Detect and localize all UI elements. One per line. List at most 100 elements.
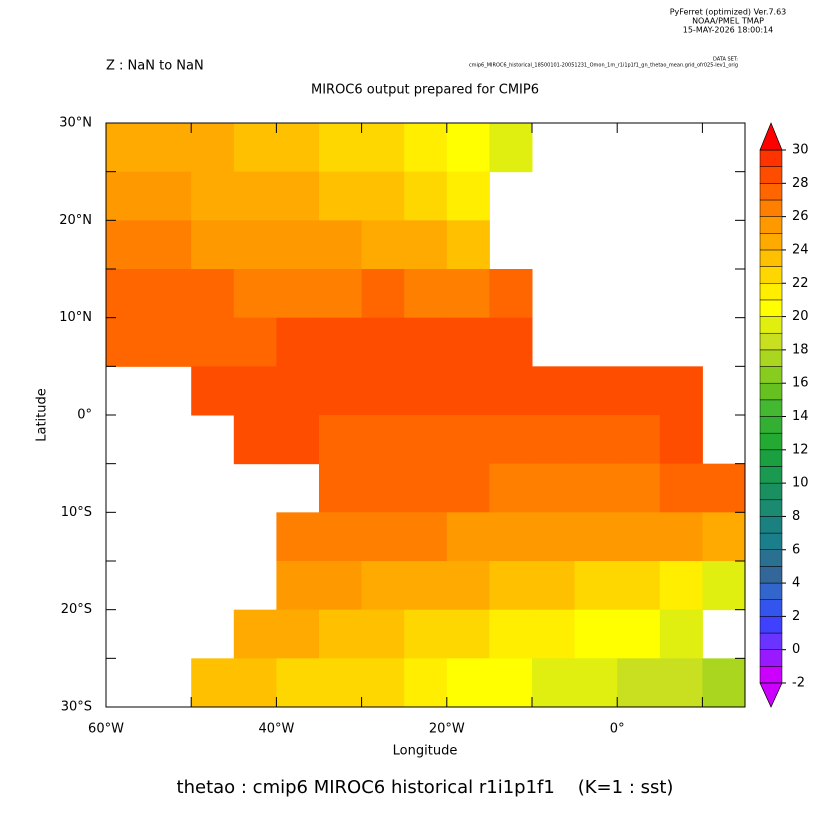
heat-cell [446,561,490,611]
colorbar-swatch [759,266,783,284]
heat-cell [148,317,192,367]
colorbar-swatch [759,449,783,467]
colorbar-label: 8 [792,509,800,524]
heat-cell [361,512,405,562]
heat-cell [319,561,363,611]
heat-cell [446,220,490,270]
heat-cell [532,512,576,562]
heat-cell [446,512,490,562]
heat-cell [276,658,320,708]
heat-cell [191,123,235,173]
colorbar-swatch [759,349,783,367]
caption: thetao : cmip6 MIROC6 historical r1i1p1f… [177,777,674,798]
heat-cell [489,512,533,562]
colorbar-label: 24 [792,242,809,257]
heat-cell [446,171,490,221]
heat-cell [404,123,448,173]
y-tick-label: 0° [77,408,92,423]
heat-cell [276,269,320,319]
heat-cell [574,463,618,513]
heat-cell [276,317,320,367]
y-axis-label: Latitude [35,388,50,442]
heat-cell [191,269,235,319]
colorbar-label: 30 [792,143,809,158]
y-tick-label: 20°S [61,602,92,617]
heat-cell [361,269,405,319]
heat-cell [404,171,448,221]
heat-cell [532,609,576,659]
heat-cell [446,609,490,659]
heat-cell [617,561,661,611]
heat-cell [574,512,618,562]
heat-cell [319,123,363,173]
colorbar-label: 22 [792,276,809,291]
heat-cell [617,366,661,416]
heat-cell [191,658,235,708]
colorbar-label: 2 [792,609,800,624]
heat-cell [233,415,277,465]
colorbar-swatch [759,482,783,501]
heat-cell [404,366,448,416]
heat-cell [148,123,192,173]
heat-cell [617,609,661,659]
colorbar-swatch [759,233,783,251]
heat-cell [617,415,661,465]
colorbar-swatch [759,166,783,184]
heat-cell [404,415,448,465]
heat-cell [319,415,363,465]
colorbar-label: -2 [792,676,805,691]
header-line: NOAA/PMEL TMAP [692,17,764,26]
heat-cell [191,366,235,416]
heat-cell [659,512,703,562]
heat-cell [276,171,320,221]
heat-cell [702,658,746,708]
heat-cell [404,561,448,611]
heat-cell [233,171,277,221]
heat-cell [404,463,448,513]
colorbar-swatch [759,399,783,417]
x-tick-label: 60°W [88,722,124,737]
y-tick-label: 30°N [59,116,92,131]
heat-cell [489,415,533,465]
heat-cell [233,317,277,367]
heat-cell [361,415,405,465]
heat-cell [659,366,703,416]
heat-cell [404,317,448,367]
y-tick-label: 30°S [61,700,92,715]
dataset-name: cmip6_MIROC6_historical_18500101-2005123… [469,63,738,69]
heat-cell [319,220,363,270]
heat-cell [489,658,533,708]
colorbar-label: 12 [792,442,809,457]
heat-cell [446,415,490,465]
heat-cell [446,123,490,173]
heat-cell [659,463,703,513]
heat-cell [532,415,576,465]
colorbar-label: 10 [792,476,809,491]
heat-cell [106,269,150,319]
heat-cell [489,123,533,173]
heat-cell [702,512,746,562]
heat-cell [276,561,320,611]
heat-cell [446,269,490,319]
heat-cell [532,561,576,611]
y-tick-label: 10°S [61,505,92,520]
heat-cell [106,123,150,173]
heat-cell [319,171,363,221]
heat-cell [489,366,533,416]
colorbar-label: 0 [792,642,800,657]
heat-cell [659,609,703,659]
heat-cell [319,463,363,513]
colorbar-label: 26 [792,209,809,224]
colorbar-swatch [759,199,783,217]
heat-cell [319,317,363,367]
colorbar-swatch [759,632,783,650]
colorbar-swatch [759,416,783,434]
heat-cell [617,463,661,513]
heat-cell [574,609,618,659]
heat-cell [361,123,405,173]
colorbar-over [759,122,783,151]
heat-cell [361,463,405,513]
heat-cell [276,123,320,173]
heat-cell [532,366,576,416]
